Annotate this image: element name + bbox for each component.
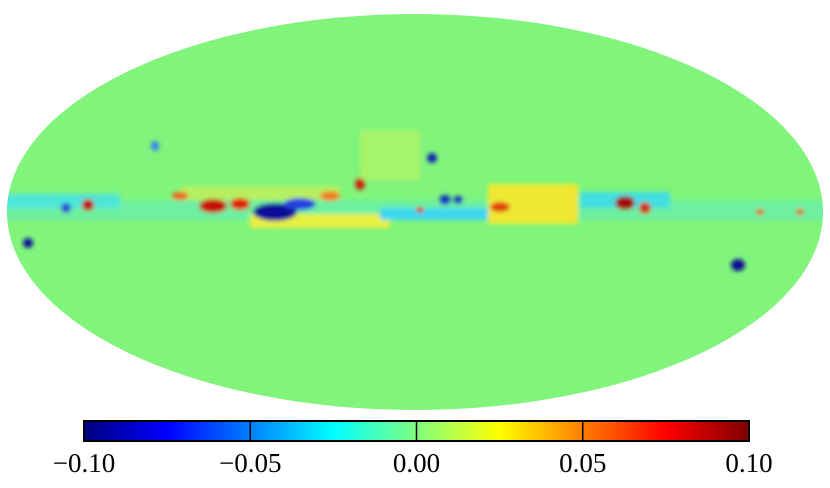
blob xyxy=(284,198,316,210)
colorbar-tick-label: 0.05 xyxy=(559,448,606,478)
plane-band xyxy=(7,194,120,208)
blob xyxy=(439,195,451,205)
blob xyxy=(427,153,437,163)
diffuse-patch xyxy=(360,130,420,180)
blob xyxy=(731,259,745,271)
blob xyxy=(230,198,250,210)
blob xyxy=(82,199,94,211)
galactic-plane-features xyxy=(7,130,823,271)
colorbar-tick-label: −0.10 xyxy=(53,448,115,478)
blob xyxy=(23,238,33,248)
blob xyxy=(639,202,651,214)
blob xyxy=(61,203,71,213)
blob xyxy=(253,203,297,221)
blob xyxy=(172,192,188,200)
colorbar-tick-label: 0.00 xyxy=(393,448,440,478)
blob xyxy=(199,199,227,213)
blob xyxy=(453,196,463,204)
blob xyxy=(416,207,424,213)
blob xyxy=(796,209,804,215)
blob xyxy=(151,141,159,151)
blob xyxy=(355,178,365,190)
blob xyxy=(615,196,635,210)
plane-band xyxy=(180,186,340,200)
mollweide-map xyxy=(7,14,823,410)
blob xyxy=(320,191,340,201)
blob xyxy=(490,202,510,212)
plane-band xyxy=(380,208,500,220)
colorbar-tick-label: −0.05 xyxy=(219,448,281,478)
blob xyxy=(756,209,764,215)
colorbar-tick-label: 0.10 xyxy=(725,448,772,478)
